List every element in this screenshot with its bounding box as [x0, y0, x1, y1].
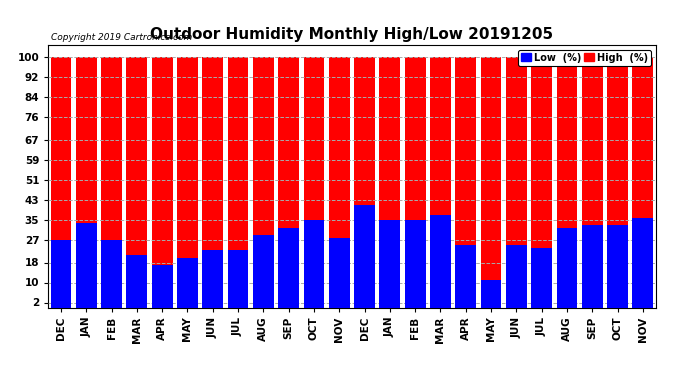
Bar: [455, 57, 476, 308]
Bar: [531, 57, 552, 308]
Bar: [101, 57, 122, 308]
Bar: [101, 240, 122, 308]
Bar: [354, 57, 375, 308]
Bar: [582, 57, 602, 308]
Bar: [177, 258, 198, 307]
Bar: [481, 57, 502, 308]
Bar: [455, 245, 476, 308]
Bar: [152, 57, 172, 308]
Bar: [582, 225, 602, 308]
Bar: [50, 240, 71, 308]
Bar: [202, 250, 223, 307]
Bar: [126, 255, 147, 308]
Bar: [354, 205, 375, 308]
Bar: [557, 228, 578, 308]
Bar: [506, 57, 526, 308]
Bar: [50, 57, 71, 308]
Bar: [228, 250, 248, 307]
Bar: [405, 220, 426, 308]
Title: Outdoor Humidity Monthly High/Low 20191205: Outdoor Humidity Monthly High/Low 201912…: [150, 27, 553, 42]
Bar: [607, 57, 628, 308]
Bar: [304, 57, 324, 308]
Bar: [633, 217, 653, 308]
Bar: [430, 57, 451, 308]
Bar: [481, 280, 502, 308]
Bar: [228, 57, 248, 308]
Bar: [430, 215, 451, 308]
Bar: [380, 220, 400, 308]
Bar: [506, 245, 526, 308]
Text: Copyright 2019 Cartronics.com: Copyright 2019 Cartronics.com: [51, 33, 193, 42]
Bar: [607, 225, 628, 308]
Bar: [304, 220, 324, 308]
Bar: [76, 222, 97, 308]
Bar: [405, 57, 426, 308]
Bar: [152, 265, 172, 308]
Bar: [126, 57, 147, 308]
Bar: [531, 248, 552, 308]
Bar: [633, 57, 653, 308]
Legend: Low  (%), High  (%): Low (%), High (%): [518, 50, 651, 66]
Bar: [253, 57, 274, 308]
Bar: [380, 57, 400, 308]
Bar: [278, 57, 299, 308]
Bar: [557, 57, 578, 308]
Bar: [76, 57, 97, 308]
Bar: [278, 228, 299, 308]
Bar: [329, 237, 350, 308]
Bar: [253, 235, 274, 308]
Bar: [329, 57, 350, 308]
Bar: [202, 57, 223, 308]
Bar: [177, 57, 198, 308]
